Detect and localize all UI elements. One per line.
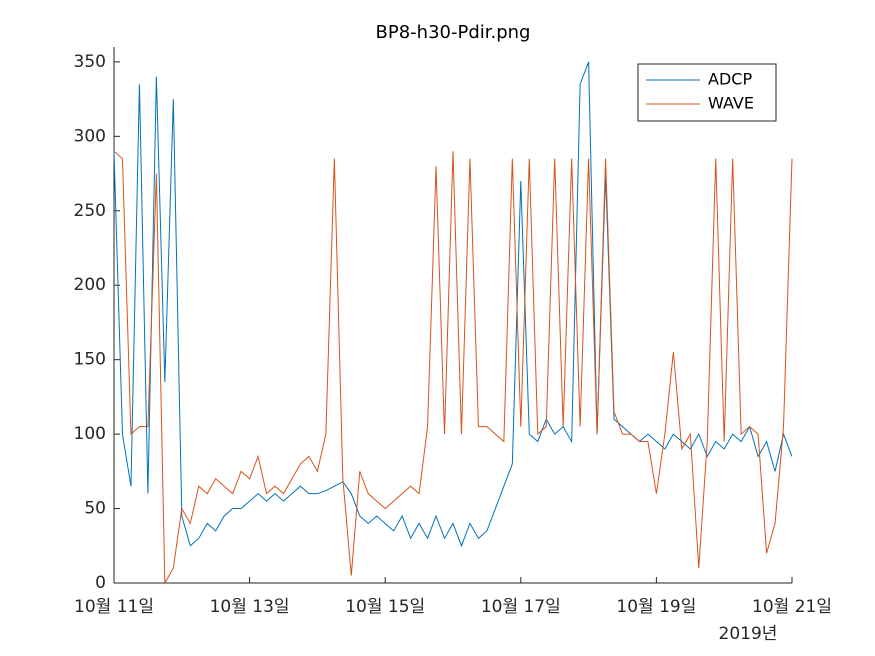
x-tick-label: 10월 19일 <box>616 597 696 617</box>
y-tick-label: 300 <box>74 126 106 146</box>
chart-title: BP8-h30-Pdir.png <box>376 22 531 43</box>
x-tick-label: 10월 13일 <box>210 597 290 617</box>
y-tick-label: 200 <box>74 275 106 295</box>
y-tick-label: 250 <box>74 201 106 221</box>
x-secondary-label: 2019년 <box>719 624 778 644</box>
x-tick-label: 10월 21일 <box>752 597 832 617</box>
y-tick-label: 150 <box>74 350 106 370</box>
series-line <box>113 150 793 585</box>
series-line <box>113 61 793 548</box>
y-tick-label: 0 <box>95 573 106 593</box>
y-tick-label: 50 <box>84 499 106 519</box>
x-tick-label: 10월 11일 <box>74 597 154 617</box>
x-tick-label: 10월 15일 <box>345 597 425 617</box>
y-tick-label: 350 <box>74 52 106 72</box>
legend-box <box>637 63 777 122</box>
legend-label: ADCP <box>708 70 752 89</box>
legend-label: WAVE <box>708 94 754 113</box>
y-tick-label: 100 <box>74 424 106 444</box>
x-tick-label: 10월 17일 <box>481 597 561 617</box>
